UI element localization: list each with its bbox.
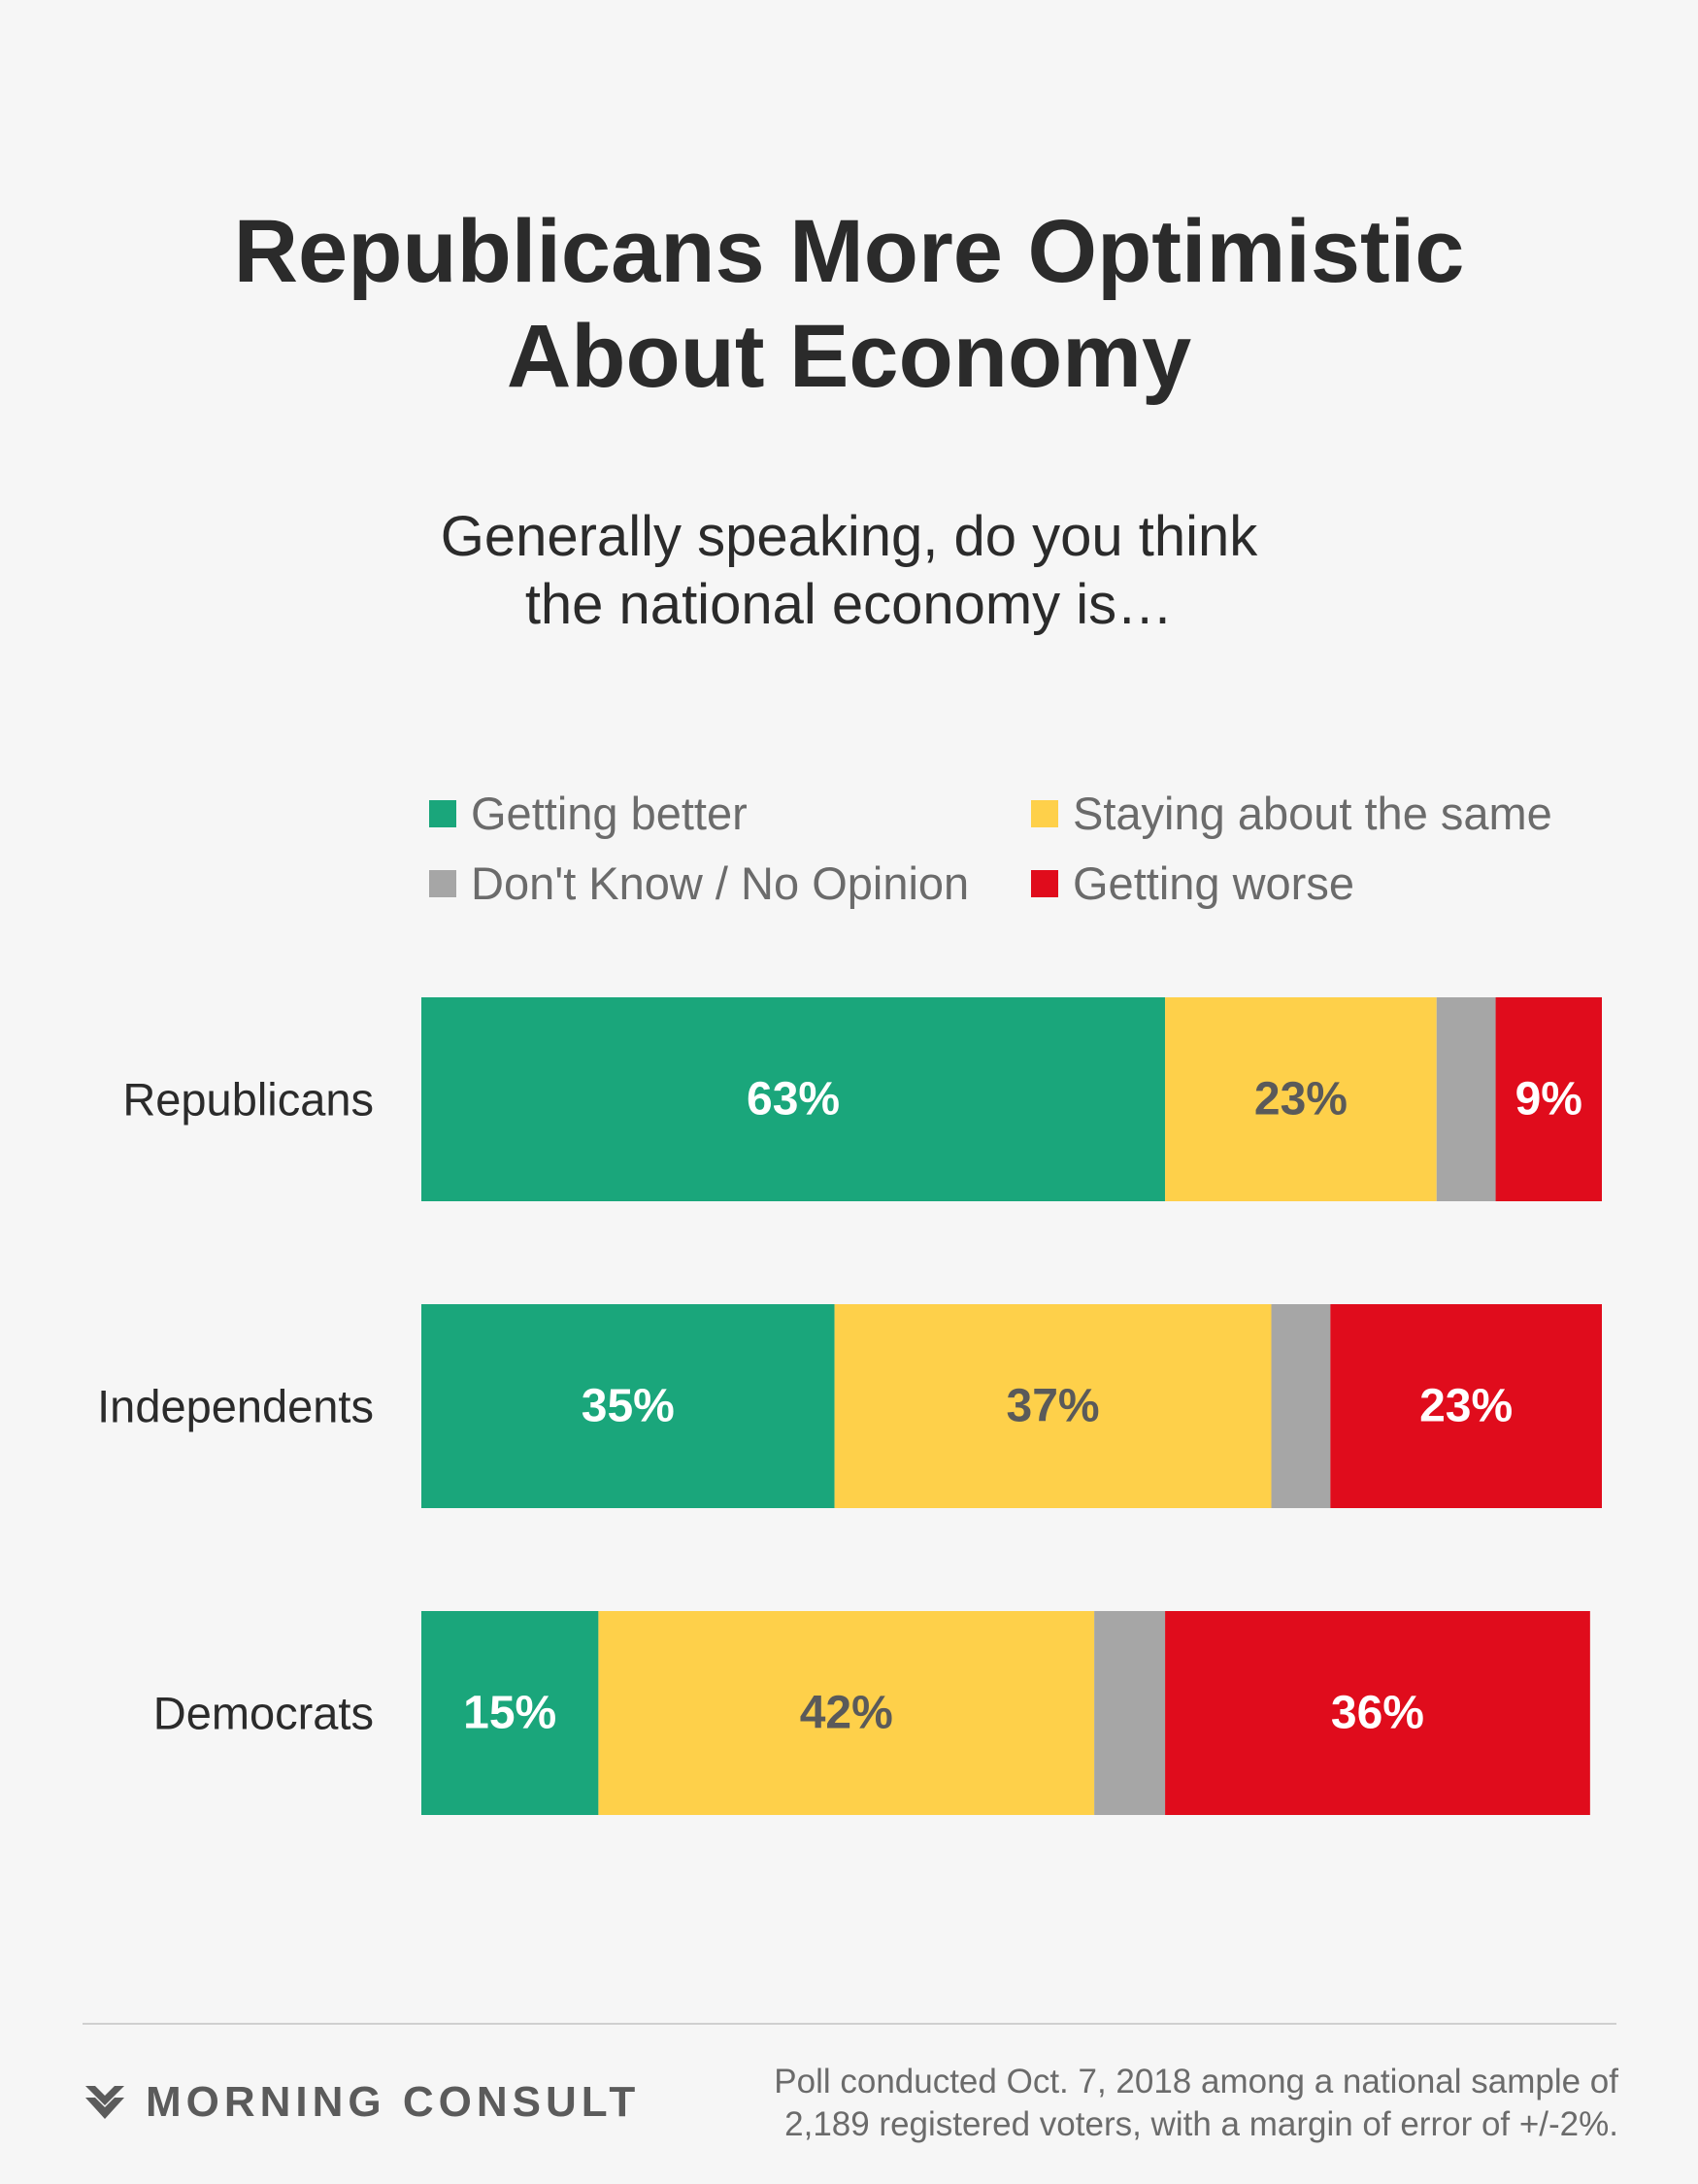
category-label-independents: Independents [97,1381,374,1432]
data-label-democrats-staying-about-the-same: 42% [800,1688,893,1739]
note-line-1: Poll conducted Oct. 7, 2018 among a nati… [774,2063,1618,2100]
bar-independents-staying-about-the-same [834,1304,1272,1508]
bar-republicans-staying-about-the-same [1165,997,1437,1201]
bar-democrats-getting-better [421,1611,599,1815]
brand-name: MORNING CONSULT [146,2078,641,2126]
survey-question: Generally speaking, do you think the nat… [0,503,1698,639]
legend-swatch-getting-worse [1031,869,1058,897]
legend-swatch-getting-better [429,799,456,827]
bar-independents-getting-worse [1330,1304,1602,1508]
title-line-1: Republicans More Optimistic [233,202,1465,301]
data-label-independents-getting-worse: 23% [1419,1381,1513,1432]
bar-democrats-staying-about-the-same [598,1611,1095,1815]
question-line-2: the national economy is… [524,573,1174,636]
legend-item-getting-worse: Getting worse [1031,857,1354,910]
data-label-republicans-staying-about-the-same: 23% [1254,1074,1348,1126]
title-line-2: About Economy [506,307,1192,406]
data-label-republicans-getting-better: 63% [747,1074,840,1126]
legend-label-getting-better: Getting better [471,788,748,839]
question-line-1: Generally speaking, do you think [440,505,1258,568]
stacked-bar-chart: Republicans 63% 23% 9% Independents 35% 37% 23%… [97,997,1602,1815]
bar-independents-don-t-know-no-opinion [1271,1304,1331,1508]
legend-item-dont-know: Don't Know / No Opinion [429,857,969,910]
chart-title: Republicans More Optimistic About Econom… [0,199,1698,409]
data-label-democrats-getting-better: 15% [463,1688,556,1739]
data-label-democrats-getting-worse: 36% [1331,1688,1424,1739]
bar-republicans-getting-better [421,997,1166,1201]
legend-label-getting-worse: Getting worse [1073,857,1354,909]
legend-label-staying-same: Staying about the same [1073,788,1552,839]
bar-independents-getting-better [421,1304,835,1508]
category-label-democrats: Democrats [153,1688,374,1739]
data-label-independents-staying-about-the-same: 37% [1007,1381,1100,1432]
note-line-2: 2,189 registered voters, with a margin o… [784,2105,1618,2143]
bar-republicans-don-t-know-no-opinion [1436,997,1496,1201]
footer-divider [83,2023,1616,2025]
bar-democrats-don-t-know-no-opinion [1094,1611,1166,1815]
methodology-note: Poll conducted Oct. 7, 2018 among a nati… [745,2061,1618,2146]
data-label-republicans-getting-worse: 9% [1515,1074,1582,1126]
data-label-independents-getting-better: 35% [582,1381,675,1432]
bar-republicans-getting-worse [1495,997,1602,1201]
category-label-republicans: Republicans [122,1074,374,1126]
legend-item-staying-same: Staying about the same [1031,787,1552,840]
legend-swatch-staying-same [1031,799,1058,827]
legend: Getting better Staying about the same Do… [429,787,1623,932]
bar-democrats-getting-worse [1165,1611,1590,1815]
morning-consult-mark-icon [85,2086,124,2119]
legend-label-dont-know: Don't Know / No Opinion [471,857,970,909]
legend-swatch-dont-know [429,869,456,897]
legend-item-getting-better: Getting better [429,787,748,840]
morning-consult-logo: MORNING CONSULT [85,2078,640,2127]
